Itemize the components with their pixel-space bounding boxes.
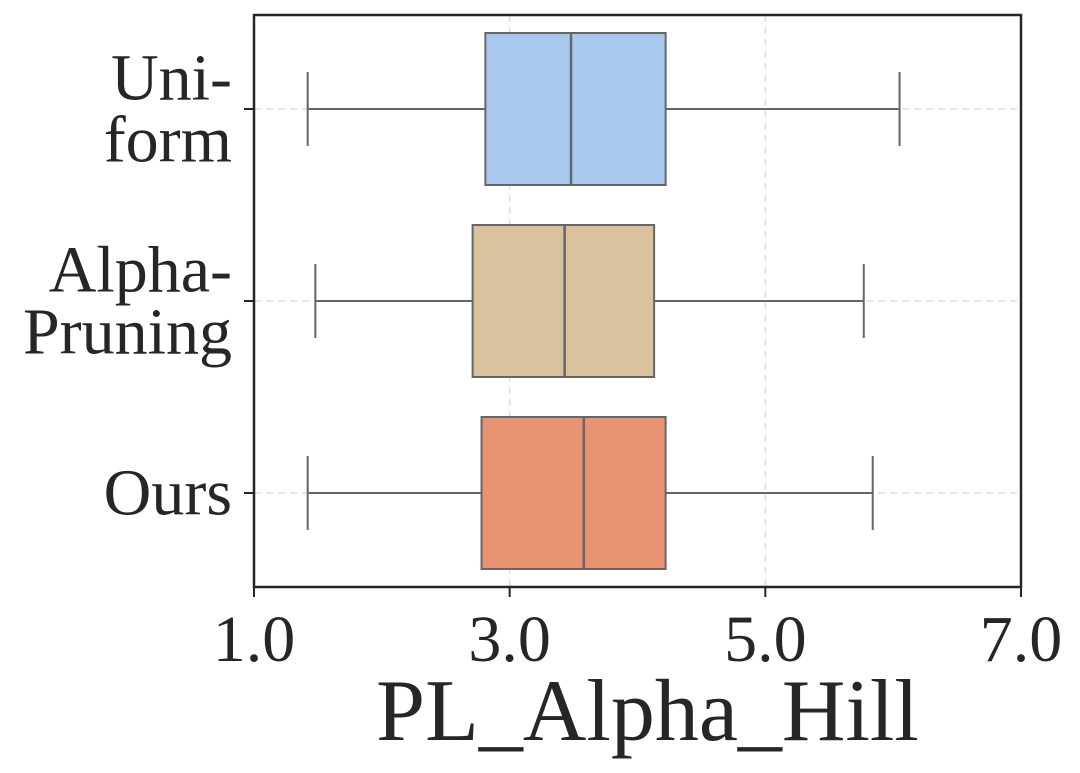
x-tick-label: 7.0	[980, 603, 1063, 676]
y-tick-label: Pruning	[23, 296, 232, 369]
y-axis: Uni-form Alpha-Pruning Ours	[23, 42, 254, 530]
x-tick-label: 5.0	[724, 603, 807, 676]
y-tick-label: Uni-	[111, 42, 232, 115]
x-tick-label: 3.0	[468, 603, 551, 676]
box-series	[314, 224, 865, 378]
x-axis: 1.0 3.0 5.0 7.0	[213, 587, 1063, 676]
iqr-box	[480, 416, 667, 570]
box-series	[306, 32, 901, 186]
y-tick-label: Ours	[104, 457, 232, 530]
iqr-box	[471, 224, 656, 378]
iqr-box	[484, 32, 667, 186]
y-tick-label: form	[104, 104, 232, 177]
box-group	[306, 32, 901, 570]
y-tick-label: Alpha-	[49, 234, 232, 307]
box-series	[306, 416, 874, 570]
x-axis-label: PL_Alpha_Hill	[376, 663, 919, 760]
x-tick-label: 1.0	[213, 603, 296, 676]
